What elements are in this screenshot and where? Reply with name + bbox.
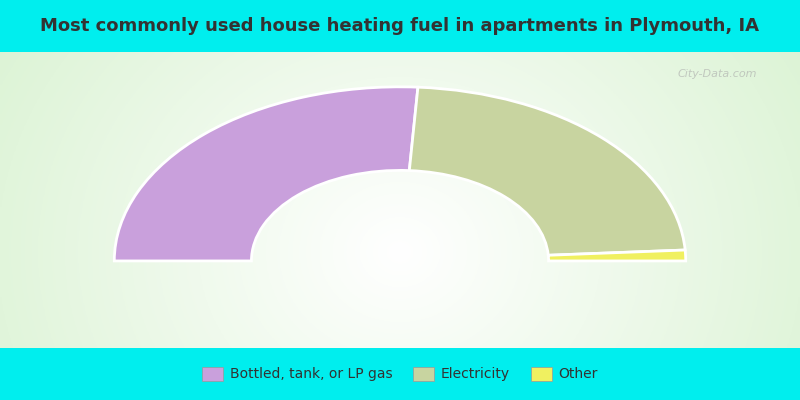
Text: City-Data.com: City-Data.com — [678, 70, 757, 80]
Legend: Bottled, tank, or LP gas, Electricity, Other: Bottled, tank, or LP gas, Electricity, O… — [196, 361, 604, 387]
Wedge shape — [114, 87, 418, 261]
Wedge shape — [548, 250, 686, 261]
Text: Most commonly used house heating fuel in apartments in Plymouth, IA: Most commonly used house heating fuel in… — [41, 17, 759, 35]
Wedge shape — [410, 87, 685, 255]
